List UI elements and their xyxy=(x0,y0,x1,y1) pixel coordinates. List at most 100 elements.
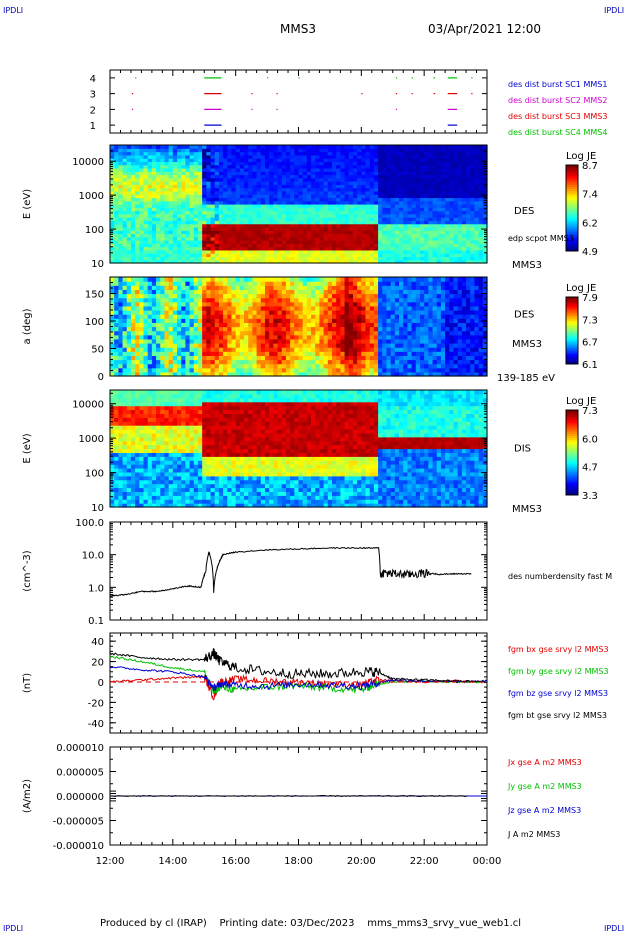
spectrogram-cell xyxy=(298,246,304,251)
spectrogram-cell xyxy=(244,351,249,356)
spectrogram-cell xyxy=(281,210,287,215)
spectrogram-cell xyxy=(185,289,191,295)
spectrogram-cell xyxy=(168,200,174,205)
spectrogram-cell xyxy=(340,281,346,286)
spectrogram-cell xyxy=(143,249,149,254)
spectrogram-cell xyxy=(202,230,207,235)
spectrogram-cell xyxy=(449,154,455,159)
spectrogram-cell xyxy=(252,310,258,315)
spectrogram-cell xyxy=(185,177,191,182)
spectrogram-cell xyxy=(277,289,283,295)
spectrogram-cell xyxy=(135,246,140,251)
spectrogram-cell xyxy=(474,158,480,162)
spectrogram-cell xyxy=(210,181,216,185)
spectrogram-cell xyxy=(357,181,362,185)
spectrogram-cell xyxy=(193,243,199,248)
spectrogram-cell xyxy=(315,194,321,199)
spectrogram-cell xyxy=(474,145,480,149)
spectrogram-cell xyxy=(290,371,295,377)
spectrogram-cell xyxy=(139,148,145,153)
spectrogram-cell xyxy=(285,223,291,228)
spectrogram-cell xyxy=(197,326,203,332)
spectrogram-cell xyxy=(332,154,337,159)
spectrogram-cell xyxy=(118,230,124,235)
spectrogram-cell xyxy=(373,223,379,228)
spectrogram-cell xyxy=(256,338,262,344)
spectrogram-cell xyxy=(130,161,136,166)
spectrogram-cell xyxy=(151,293,157,299)
spectrogram-cell xyxy=(344,355,350,361)
spectrogram-cell xyxy=(239,164,245,169)
spectrogram-cell xyxy=(185,154,191,159)
spectrogram-cell xyxy=(122,249,128,254)
spectrogram-cell xyxy=(399,256,404,261)
spectrogram-cell xyxy=(235,213,241,218)
spectrogram-cell xyxy=(185,305,191,311)
spectrogram-cell xyxy=(311,285,316,290)
spectrogram-cell xyxy=(223,177,228,182)
spectrogram-cell xyxy=(231,210,237,215)
spectrogram-cell xyxy=(373,200,379,205)
spectrogram-cell xyxy=(223,207,228,212)
spectrogram-cell xyxy=(382,249,388,254)
spectrogram-cell xyxy=(399,190,404,195)
spectrogram-cell xyxy=(319,210,325,215)
spectrogram-cell xyxy=(415,236,421,241)
spectrogram-cell xyxy=(168,167,174,172)
spectrogram-cell xyxy=(189,259,195,264)
spectrogram-cell xyxy=(348,236,354,241)
spectrogram-cell xyxy=(223,190,228,195)
spectrogram-cell xyxy=(319,347,325,352)
spectrogram-cell xyxy=(323,174,329,179)
spectrogram-cell xyxy=(185,213,191,218)
spectrogram-cell xyxy=(118,177,124,182)
spectrogram-cell xyxy=(306,230,312,235)
spectrogram-cell xyxy=(399,226,404,231)
spectrogram-cell xyxy=(403,187,409,192)
spectrogram-cell xyxy=(118,158,124,162)
spectrogram-cell xyxy=(327,310,333,315)
spectrogram-cell xyxy=(294,217,300,221)
spectrogram-cell xyxy=(264,314,270,319)
spectrogram-cell xyxy=(143,347,149,352)
spectrogram-cell xyxy=(306,322,312,328)
spectrogram-cell xyxy=(164,236,170,241)
spectrogram-cell xyxy=(302,220,308,225)
spectrogram-cell xyxy=(449,210,455,215)
spectrogram-cell xyxy=(298,281,304,286)
spectrogram-cell xyxy=(227,363,233,369)
spectrogram-cell xyxy=(147,174,153,179)
spectrogram-cell xyxy=(361,233,367,238)
spectrogram-cell xyxy=(348,164,354,169)
spectrogram-cell xyxy=(110,253,115,258)
spectrogram-cell xyxy=(202,181,207,185)
spectrogram-cell xyxy=(260,355,266,361)
spectrogram-cell xyxy=(273,297,279,303)
spectrogram-cell xyxy=(126,171,132,176)
spectrogram-cell xyxy=(294,236,300,241)
spectrogram-cell xyxy=(126,207,132,212)
spectrogram-cell xyxy=(378,174,383,179)
spectrogram-cell xyxy=(156,305,161,311)
spectrogram-cell xyxy=(110,154,115,159)
spectrogram-cell xyxy=(223,194,228,199)
spectrogram-cell xyxy=(256,363,262,369)
spectrogram-cell xyxy=(122,187,128,192)
spectrogram-cell xyxy=(252,184,258,189)
spectrogram-cell xyxy=(177,351,182,356)
spectrogram-cell xyxy=(298,318,304,323)
spectrogram-cell xyxy=(302,289,308,295)
spectrogram-cell xyxy=(202,197,207,202)
spectrogram-cell xyxy=(244,281,249,286)
spectrogram-cell xyxy=(290,187,295,192)
spectrogram-cell xyxy=(348,226,354,231)
spectrogram-cell xyxy=(139,161,145,166)
spectrogram-cell xyxy=(281,190,287,195)
spectrogram-cell xyxy=(118,204,124,208)
spectrogram-cell xyxy=(248,200,254,205)
spectrogram-cell xyxy=(248,343,254,348)
spectrogram-cell xyxy=(252,363,258,369)
spectrogram-cell xyxy=(197,330,203,336)
spectrogram-cell xyxy=(252,151,258,156)
spectrogram-cell xyxy=(181,249,186,254)
